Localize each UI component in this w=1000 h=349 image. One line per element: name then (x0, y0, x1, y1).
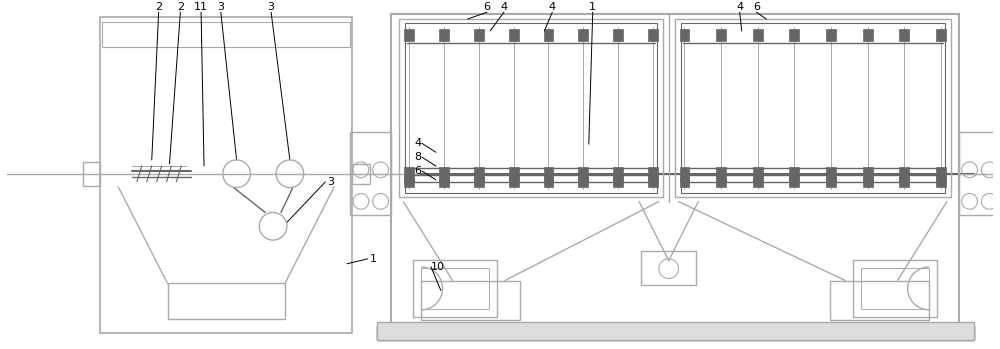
Bar (421, 281, 520, 320)
Bar (680, 29, 689, 41)
Text: 2: 2 (155, 2, 162, 12)
Bar (789, 167, 799, 181)
Bar (863, 167, 873, 181)
Bar (578, 167, 588, 181)
Bar (377, 326, 974, 340)
Bar (421, 268, 489, 309)
Bar (404, 167, 414, 181)
Bar (899, 177, 909, 187)
Text: 4: 4 (736, 2, 743, 12)
Text: 4: 4 (500, 2, 508, 12)
Bar (439, 177, 449, 187)
Bar (102, 22, 350, 47)
Bar (648, 177, 658, 187)
Bar (404, 177, 414, 187)
Bar (680, 167, 689, 181)
Bar (899, 29, 909, 41)
Bar (399, 19, 663, 197)
Bar (544, 177, 553, 187)
Bar (578, 29, 588, 41)
Bar (853, 260, 937, 317)
Text: 1: 1 (370, 254, 377, 264)
Bar (716, 29, 726, 41)
Bar (544, 29, 553, 41)
Text: 6: 6 (414, 166, 421, 176)
Bar (404, 29, 414, 41)
Bar (936, 29, 946, 41)
Text: 4: 4 (414, 139, 421, 148)
Bar (350, 132, 391, 215)
Bar (509, 167, 519, 181)
Bar (474, 29, 484, 41)
Bar (648, 167, 658, 181)
Bar (863, 29, 873, 41)
Bar (959, 132, 1000, 174)
Bar (413, 260, 497, 317)
Bar (753, 177, 763, 187)
Bar (509, 29, 519, 41)
Bar (716, 167, 726, 181)
Bar (863, 177, 873, 187)
Bar (544, 167, 553, 181)
Text: 11: 11 (194, 2, 208, 12)
Bar (168, 283, 285, 319)
Bar (509, 177, 519, 187)
Bar (959, 132, 1000, 215)
Text: 8: 8 (414, 152, 421, 162)
Text: 4: 4 (549, 2, 556, 12)
Bar (350, 132, 391, 174)
Bar (648, 29, 658, 41)
Text: 6: 6 (484, 2, 491, 12)
Bar (675, 19, 951, 197)
Bar (391, 14, 959, 340)
Bar (826, 167, 836, 181)
Bar (439, 167, 449, 181)
Text: 1: 1 (589, 2, 596, 12)
Bar (100, 17, 352, 333)
Bar (474, 177, 484, 187)
Bar (753, 167, 763, 181)
Bar (789, 29, 799, 41)
Bar (826, 177, 836, 187)
Bar (716, 177, 726, 187)
Bar (789, 177, 799, 187)
Bar (899, 167, 909, 181)
Bar (680, 177, 689, 187)
Bar (377, 322, 974, 340)
Bar (405, 23, 657, 193)
Bar (578, 177, 588, 187)
Bar (439, 29, 449, 41)
Bar (352, 164, 370, 184)
Text: 10: 10 (431, 262, 445, 272)
Bar (641, 251, 696, 285)
Text: 6: 6 (753, 2, 760, 12)
Bar (613, 177, 623, 187)
Bar (83, 162, 100, 186)
Bar (861, 268, 929, 309)
Text: 3: 3 (268, 2, 275, 12)
Bar (936, 177, 946, 187)
Bar (936, 167, 946, 181)
Text: 3: 3 (217, 2, 224, 12)
Bar (613, 29, 623, 41)
Bar (826, 29, 836, 41)
Bar (474, 167, 484, 181)
Bar (830, 281, 929, 320)
Bar (681, 23, 945, 193)
Bar (613, 167, 623, 181)
Text: 2: 2 (177, 2, 184, 12)
Bar (753, 29, 763, 41)
Bar (377, 326, 974, 340)
Text: 3: 3 (327, 177, 334, 187)
